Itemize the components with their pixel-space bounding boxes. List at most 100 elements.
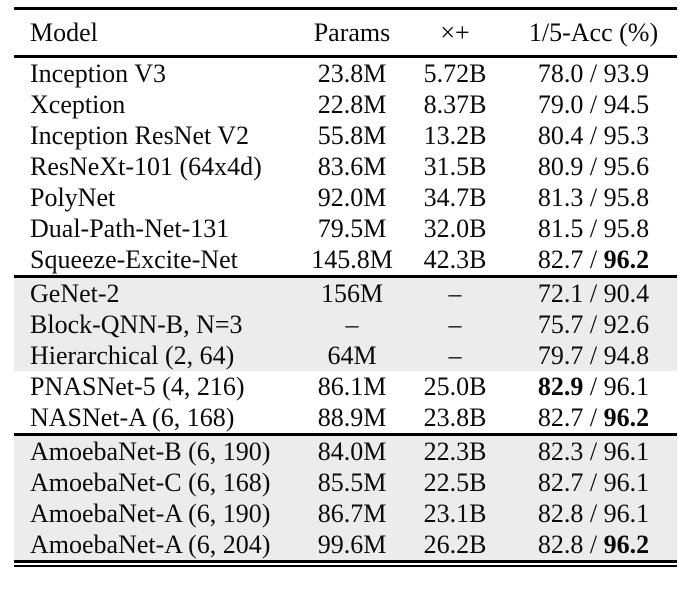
column-header-accuracy: 1/5-Acc (%) (510, 10, 677, 58)
top-rule (14, 7, 677, 10)
acc-top1: 82.7 (537, 467, 584, 497)
table-row: AmoebaNet-A (6, 190) 86.7M 23.1B 82.8 / 96.… (14, 498, 677, 529)
acc-top1: 78.0 (537, 58, 584, 88)
cell-accuracy: 79.0 / 94.5 (510, 89, 677, 120)
cell-params: 92.0M (317, 182, 387, 212)
acc-separator: / (583, 244, 604, 274)
cell-accuracy: 75.7 / 92.6 (510, 309, 677, 340)
cell-multadds: 5.72B (423, 58, 487, 88)
acc-separator: / (583, 467, 604, 497)
cell-multadds: – (400, 309, 510, 340)
acc-separator: / (583, 182, 604, 212)
table-row: PNASNet-5 (4, 216) 86.1M 25.0B 82.9 / 96.1 (14, 371, 677, 402)
cell-model: AmoebaNet-B (6, 190) (14, 433, 304, 467)
cell-model: ResNeXt-101 (64x4d) (30, 151, 262, 181)
cell-multadds: 22.5B (400, 467, 510, 498)
acc-top1: 80.9 (537, 151, 584, 181)
acc-top5: 96.1 (603, 436, 650, 466)
acc-separator: / (583, 436, 604, 466)
cell-multadds: 34.7B (423, 182, 487, 212)
acc-top5: 95.3 (603, 120, 650, 150)
cell-multadds: 13.2B (423, 120, 487, 150)
acc-top5: 94.8 (603, 340, 650, 370)
cell-params: 84.0M (304, 433, 400, 467)
acc-top1: 82.9 (537, 371, 584, 401)
cell-accuracy: 79.7 / 94.8 (510, 340, 677, 371)
acc-top5: 95.8 (603, 182, 650, 212)
acc-separator: / (583, 58, 604, 88)
bottom-double-rule (14, 560, 677, 567)
table-row: PolyNet 92.0M 34.7B 81.3 / 95.8 (14, 182, 677, 213)
cell-multadds: 42.3B (423, 244, 487, 274)
table-row: Hierarchical (2, 64) 64M –79.7 / 94.8 (14, 340, 677, 371)
cell-multadds: 31.5B (423, 151, 487, 181)
cell-accuracy: 82.8 / 96.1 (510, 498, 677, 529)
table-row: AmoebaNet-A (6, 204) 99.6M 26.2B 82.8 / 96.… (14, 529, 677, 560)
cell-model: Squeeze-Excite-Net (30, 244, 238, 274)
table-group-1: Inception V3 23.8M 5.72B 78.0 / 93.9 Xceptio… (14, 57, 677, 277)
cell-multadds: 22.3B (400, 433, 510, 467)
acc-top1: 82.8 (537, 529, 584, 559)
cell-params: 22.8M (317, 89, 387, 119)
cell-multadds: 23.8B (423, 402, 487, 432)
acc-top1: 80.4 (537, 120, 584, 150)
acc-top5: 96.2 (603, 402, 650, 432)
table-row: ResNeXt-101 (64x4d) 83.6M 31.5B 80.9 / 95.6 (14, 151, 677, 182)
acc-top1: 82.7 (537, 402, 584, 432)
cell-multadds: 32.0B (423, 213, 487, 243)
table-row: Dual-Path-Net-131 79.5M 32.0B 81.5 / 95.8 (14, 213, 677, 244)
column-header-multadds: ×+ (400, 10, 510, 58)
cell-multadds: – (400, 340, 510, 371)
acc-top1: 79.0 (537, 89, 584, 119)
cell-params: 55.8M (317, 120, 387, 150)
cell-model: Inception ResNet V2 (30, 120, 250, 150)
cell-params: 86.1M (317, 371, 387, 401)
header-row: Model Params ×+ 1/5-Acc (%) (14, 10, 677, 58)
cell-params: 99.6M (304, 529, 400, 560)
cell-params: – (304, 309, 400, 340)
cell-model: Xception (30, 89, 126, 119)
table-group-3: AmoebaNet-B (6, 190) 84.0M 22.3B 82.3 / 96.… (14, 433, 677, 560)
table-row: Inception V3 23.8M 5.72B 78.0 / 93.9 (14, 57, 677, 90)
acc-separator: / (583, 89, 604, 119)
table-row: AmoebaNet-C (6, 168) 85.5M 22.5B 82.7 / 96.… (14, 467, 677, 498)
acc-top5: 96.1 (603, 498, 650, 528)
acc-top1: 81.3 (537, 182, 584, 212)
cell-accuracy: 82.3 / 96.1 (510, 433, 677, 467)
cell-params: 83.6M (317, 151, 387, 181)
cell-model: PolyNet (30, 182, 116, 212)
cell-model: Hierarchical (2, 64) (14, 340, 304, 371)
cell-multadds: 8.37B (423, 89, 487, 119)
acc-top5: 92.6 (603, 309, 650, 339)
acc-separator: / (583, 371, 604, 401)
table-group-2: GeNet-2 156M –72.1 / 90.4 Block-QNN-B, N=3–… (14, 275, 677, 435)
acc-top1: 79.7 (537, 340, 584, 370)
cell-accuracy: 81.5 / 95.8 (510, 213, 677, 244)
cell-model: AmoebaNet-C (6, 168) (14, 467, 304, 498)
table-row: Inception ResNet V2 55.8M 13.2B 80.4 / 95.3 (14, 120, 677, 151)
acc-separator: / (583, 529, 604, 559)
acc-top5: 96.2 (603, 529, 650, 559)
cell-params: 86.7M (304, 498, 400, 529)
cell-multadds: – (400, 275, 510, 309)
acc-separator: / (583, 340, 604, 370)
acc-separator: / (583, 151, 604, 181)
acc-top1: 81.5 (537, 213, 584, 243)
acc-top5: 94.5 (603, 89, 650, 119)
cell-multadds: 23.1B (400, 498, 510, 529)
results-table: Model Params ×+ 1/5-Acc (%) Inception V3… (14, 10, 677, 560)
table-row: AmoebaNet-B (6, 190) 84.0M 22.3B 82.3 / 96.… (14, 433, 677, 467)
table-row: Xception 22.8M 8.37B 79.0 / 94.5 (14, 89, 677, 120)
acc-top5: 93.9 (603, 58, 650, 88)
acc-top1: 75.7 (537, 309, 584, 339)
acc-top1: 72.1 (537, 278, 584, 308)
cell-accuracy: 82.7 / 96.2 (510, 244, 677, 277)
table-row: GeNet-2 156M –72.1 / 90.4 (14, 275, 677, 309)
cell-accuracy: 82.7 / 96.1 (510, 467, 677, 498)
cell-accuracy: 81.3 / 95.8 (510, 182, 677, 213)
cell-params: 85.5M (304, 467, 400, 498)
cell-params: 79.5M (317, 213, 387, 243)
table-row: Block-QNN-B, N=3– –75.7 / 92.6 (14, 309, 677, 340)
acc-top5: 90.4 (603, 278, 650, 308)
cell-model: Dual-Path-Net-131 (30, 213, 230, 243)
